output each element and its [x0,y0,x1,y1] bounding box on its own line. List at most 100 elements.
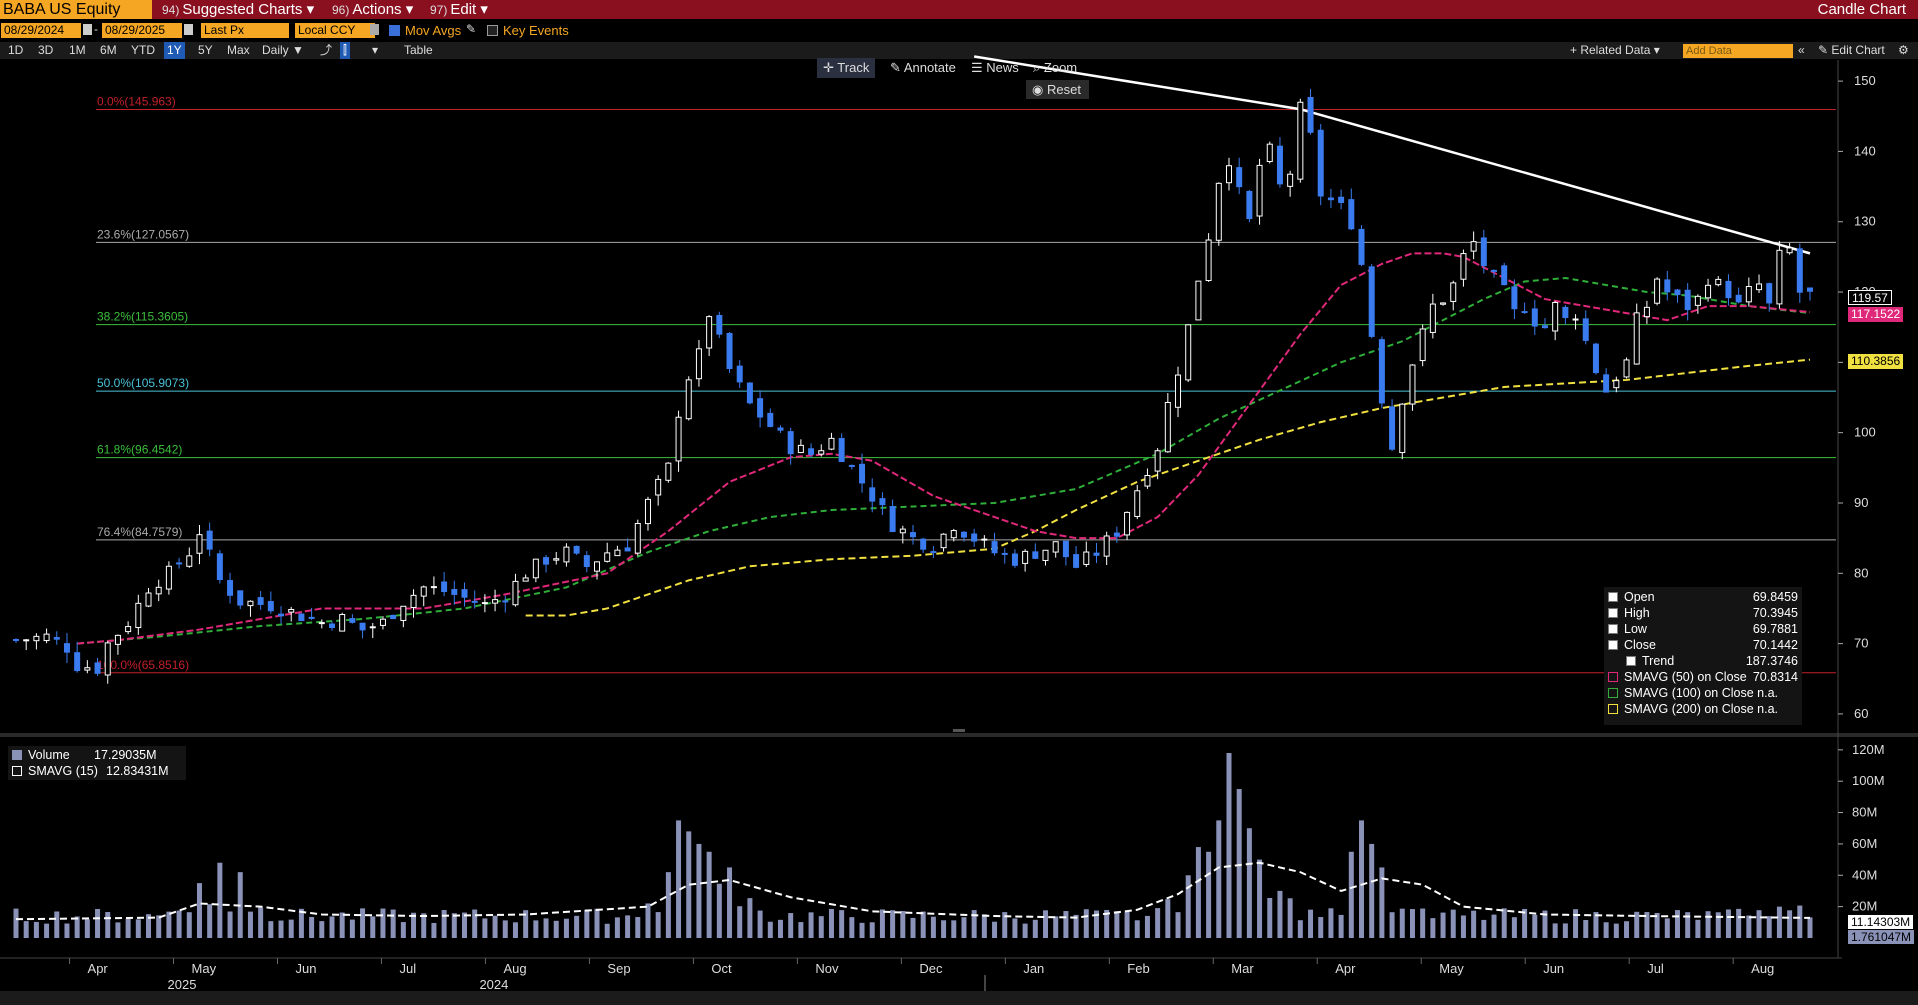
edit-chart-button[interactable]: ✎ Edit Chart [1818,43,1885,57]
range-5y[interactable]: 5Y [198,43,213,57]
chevron-down-icon[interactable]: ▾ [372,43,379,57]
date-separator: - [94,22,98,36]
gear-icon[interactable]: ⚙ [1898,43,1909,57]
range-1y[interactable]: 1Y [164,42,185,59]
range-max[interactable]: Max [227,43,250,57]
volume-bar [44,923,50,938]
suggested-charts-menu[interactable]: 94) Suggested Charts ▾ [162,1,315,18]
legend-swatch [12,750,22,760]
edit-menu[interactable]: 97) Edit ▾ [430,1,488,18]
calendar-icon[interactable] [184,24,193,35]
volume-bar [706,851,712,938]
range-toolbar: 1D 3D 1M 6M YTD 1Y 5Y Max Daily ▼ ⤴ ⫿ ▾ … [0,42,1918,59]
related-data-button[interactable]: + Related Data ▾ [1570,43,1660,57]
candle-chart-icon[interactable]: ⫿ [340,42,350,59]
actions-menu[interactable]: 96) Actions ▾ [332,1,414,18]
volume-bar [941,920,947,938]
last-close-label: 119.57 [1848,290,1892,305]
candle-body [1011,553,1018,566]
volume-bar [1226,752,1232,938]
candle-body [1592,343,1599,374]
volume-bar [1562,923,1568,938]
volume-bar [727,867,733,938]
candle-body [920,538,927,550]
related-data-label: + Related Data [1570,43,1651,57]
candle-body [135,602,142,629]
candle-body [665,462,672,481]
candle-body [594,561,601,572]
range-6m[interactable]: 6M [100,43,117,57]
volume-bar [1328,908,1334,938]
volume-bar [125,918,131,938]
volume-bar [1063,911,1069,938]
candle-body [1633,312,1640,365]
zoom-button[interactable]: ⌕ Zoom [1033,58,1077,78]
collapse-icon[interactable]: « [1798,43,1805,57]
candle-body [808,448,815,455]
reset-button[interactable]: ◉ Reset [1026,80,1089,99]
mov-avgs-label: Mov Avgs [405,23,462,38]
candle-body [1450,282,1457,302]
volume-bar [268,921,274,938]
candle-body [196,534,203,554]
volume-bar [1593,912,1599,938]
currency-select[interactable]: Local CCY [295,23,375,38]
volume-bar [686,831,692,938]
volume-bar [1603,922,1609,938]
last-volume-label: 1.761047M [1848,930,1915,944]
volume-legend: Volume 17.29035M SMAVG (15) 12.83431M [8,746,186,780]
volume-bar [1308,909,1314,938]
key-events-checkbox[interactable] [487,25,498,36]
candle-body [176,562,183,565]
end-date-field[interactable]: 08/29/2025 [102,23,182,38]
candle-body [1052,541,1059,553]
candle-body [1796,248,1803,293]
volume-bar [1175,912,1181,938]
start-date-field[interactable]: 08/29/2024 [1,23,81,38]
candle-body [624,547,631,552]
volume-bar [64,923,70,938]
candle-body [685,379,692,420]
annotate-button[interactable]: ✎ Annotate [890,58,956,78]
candle-body [1674,289,1681,295]
range-1m[interactable]: 1M [69,43,86,57]
volume-bar [411,912,417,938]
line-chart-icon[interactable]: ⤴ [320,43,333,57]
volume-bar [421,913,427,938]
candle-body [644,498,651,525]
volume-bar [390,909,396,938]
add-data-input[interactable]: Add Data [1683,44,1793,58]
volume-bar [1491,914,1497,938]
volume-bar [166,911,172,938]
candle-body [278,613,285,617]
range-1d[interactable]: 1D [8,43,24,57]
mov-avgs-checkbox[interactable] [389,25,400,36]
range-3d[interactable]: 3D [38,43,54,57]
candle-body [869,487,876,502]
volume-bar [13,908,19,938]
annotate-label: Annotate [903,60,956,75]
ticker-field[interactable]: BABA US Equity [0,0,152,19]
volume-bar [1695,919,1701,938]
table-button[interactable]: Table [404,43,433,57]
volume-bar [1522,908,1528,938]
bottom-scrollbar[interactable] [0,991,1918,1005]
range-ytd[interactable]: YTD [131,43,155,57]
track-button[interactable]: ✛ Track [817,58,876,78]
news-button[interactable]: ☰ News [971,58,1019,78]
zoom-label: Zoom [1043,60,1078,75]
candle-body [318,622,325,625]
candle-body [981,538,988,541]
volume-bar [115,922,121,938]
fib-level-label: 38.2%(115.3605) [97,310,188,324]
candle-body [1266,143,1273,163]
pencil-icon[interactable]: ✎ [466,22,477,36]
volume-bar [431,922,437,938]
chevron-down-icon[interactable] [370,24,379,35]
volume-bar [737,906,743,938]
candle-body [1113,532,1120,537]
price-field-select[interactable]: Last Px [201,23,289,38]
calendar-icon[interactable] [83,24,92,35]
frequency-select[interactable]: Daily ▼ [262,43,304,57]
